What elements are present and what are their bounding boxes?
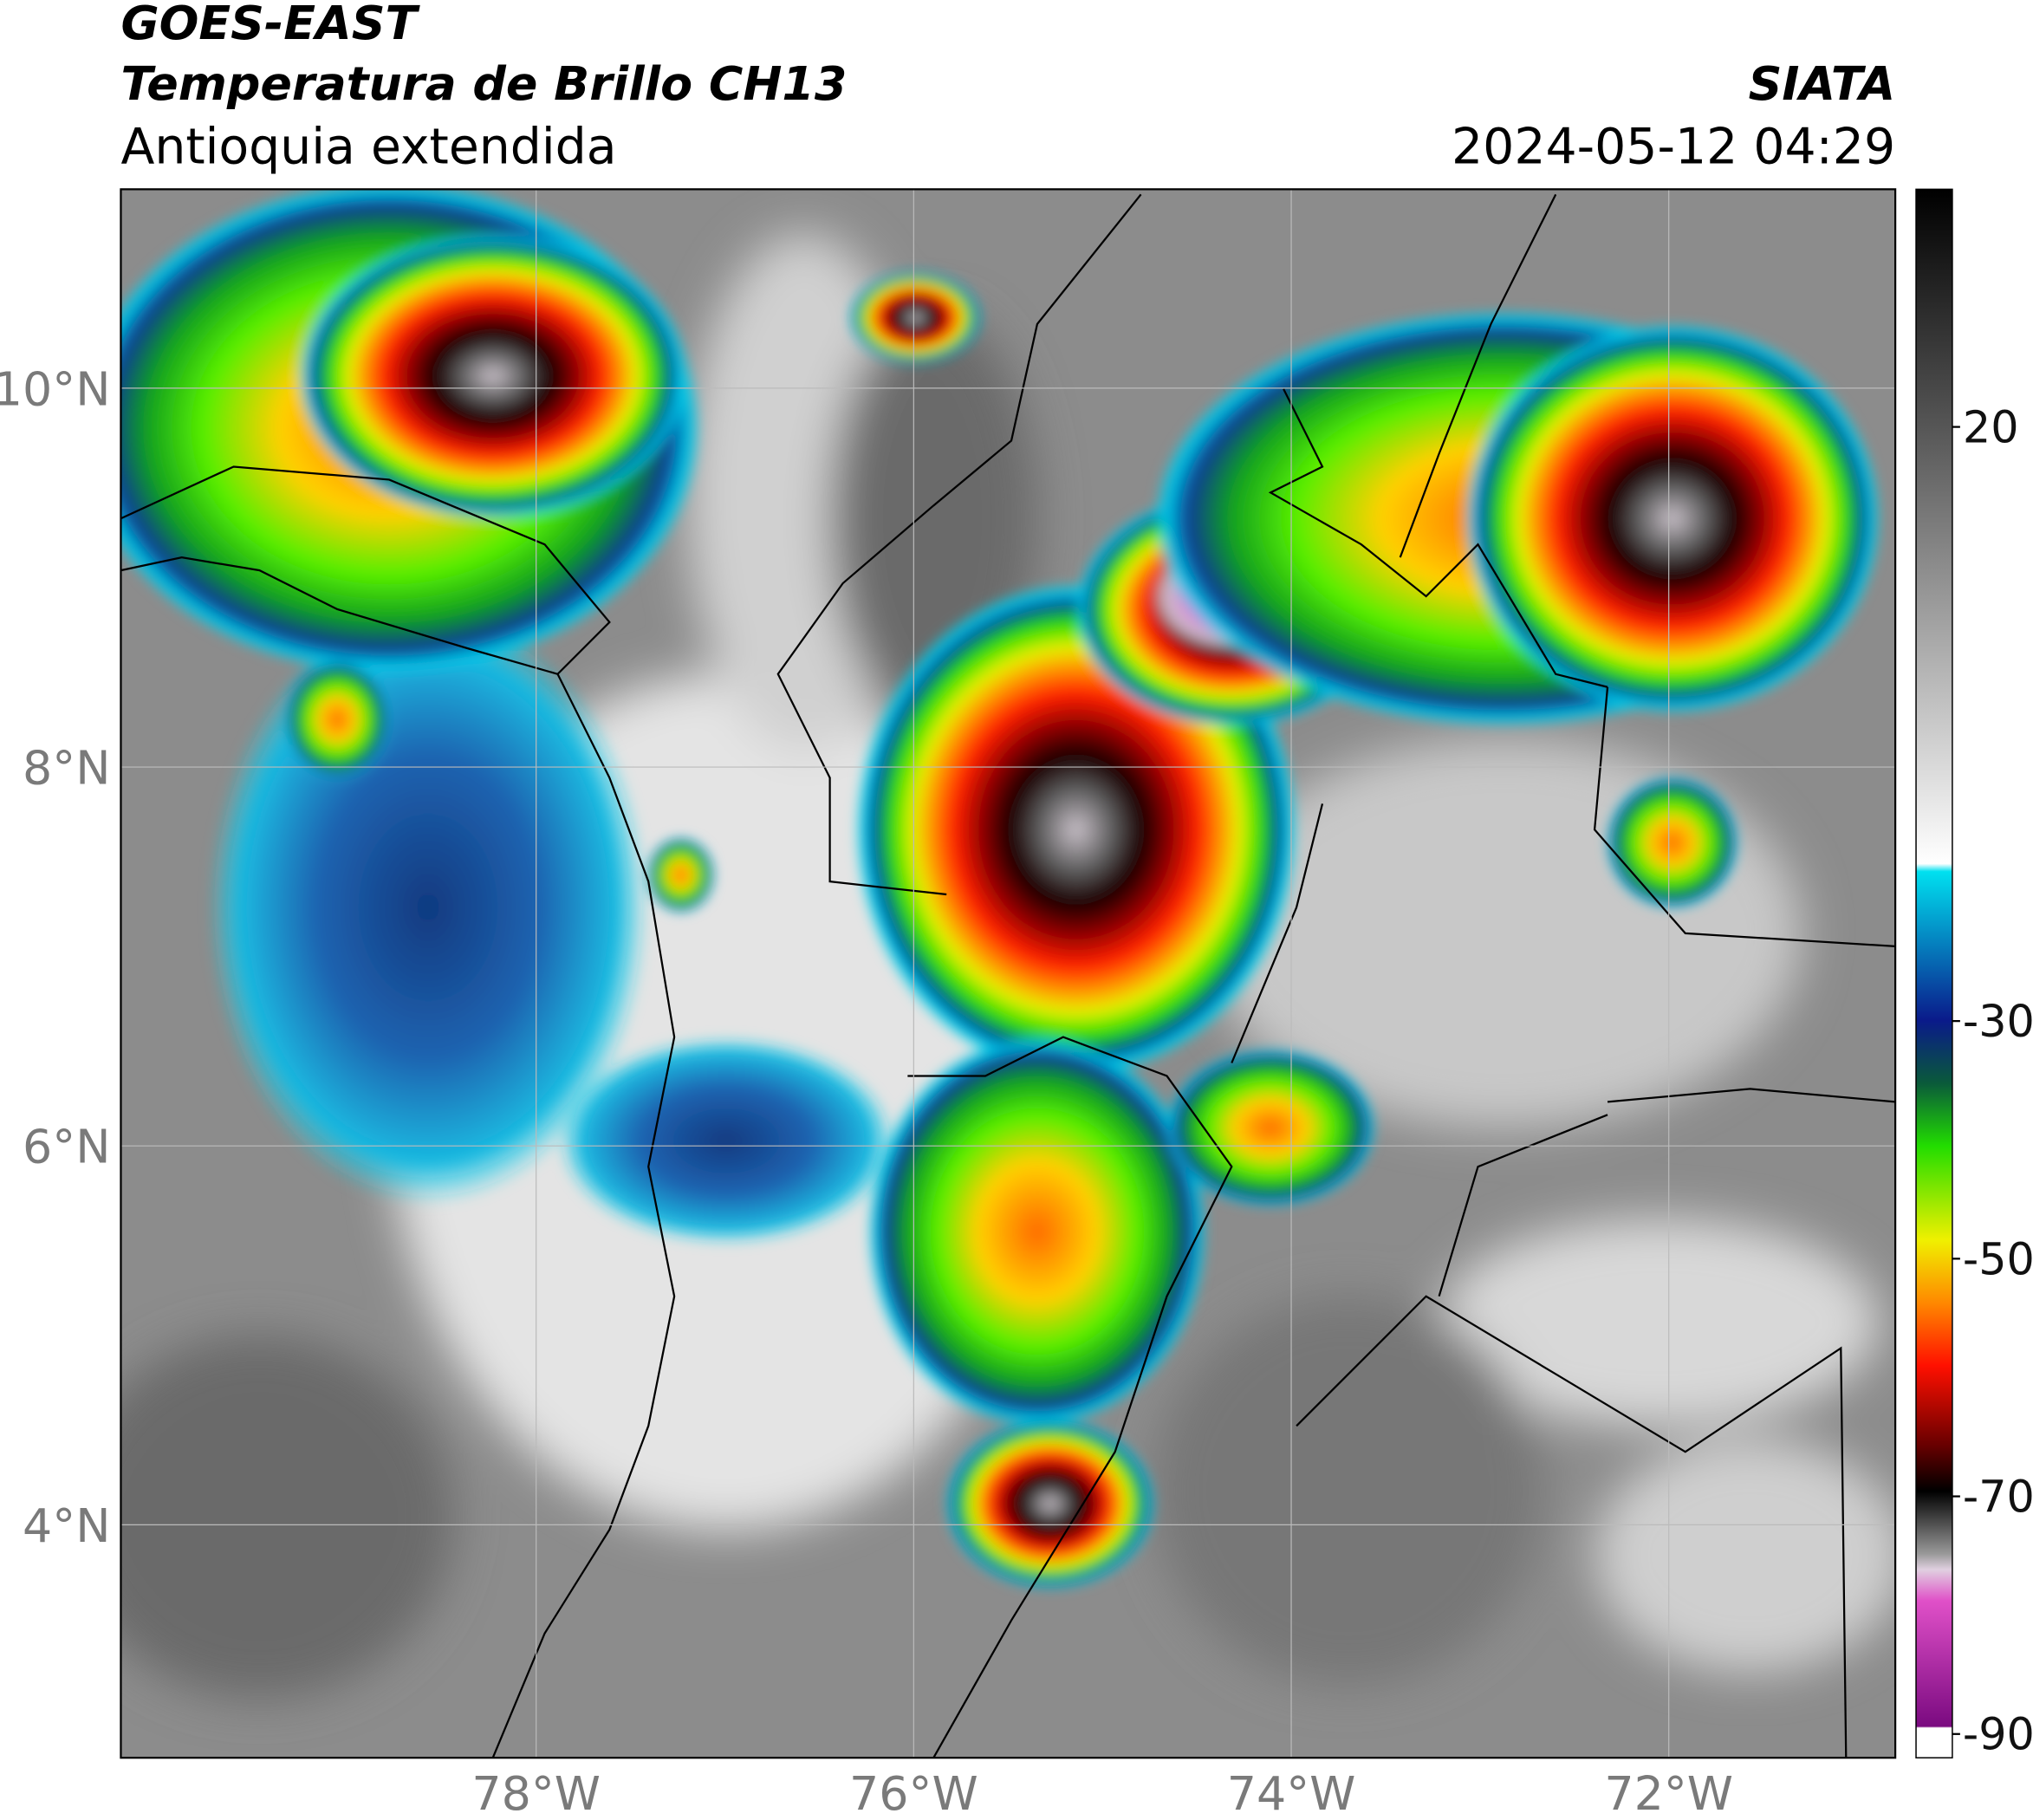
x-tick-label: 74°W: [1227, 1766, 1356, 1820]
colorbar-tick-label: -70: [1963, 1472, 2033, 1523]
x-tick-label: 72°W: [1604, 1766, 1733, 1820]
datetime: 2024-05-12 04:29: [1452, 118, 1895, 175]
colorbar-tick-label: -30: [1963, 996, 2033, 1047]
satellite-image: [120, 189, 1896, 1758]
region: Antioquia extendida: [120, 118, 616, 175]
y-tick-label: 10°N: [0, 361, 110, 416]
grid: [120, 189, 1896, 1758]
subtitle: Temperatura de Brillo CH13: [120, 56, 847, 111]
colorbar-tick-label: -50: [1963, 1233, 2033, 1284]
title: GOES-EAST: [120, 0, 420, 50]
colorbar-tick-label: -90: [1963, 1709, 2033, 1760]
x-tick-label: 76°W: [849, 1766, 978, 1820]
y-tick-label: 4°N: [23, 1498, 110, 1553]
y-tick-label: 8°N: [23, 740, 110, 795]
colorbar-tick-label: 20: [1963, 402, 2019, 453]
x-tick-label: 78°W: [471, 1766, 601, 1820]
colorbar: [1915, 188, 1953, 1758]
y-tick-label: 6°N: [23, 1120, 110, 1174]
map-frame: [120, 188, 1897, 1759]
source: SIATA: [1749, 56, 1896, 111]
